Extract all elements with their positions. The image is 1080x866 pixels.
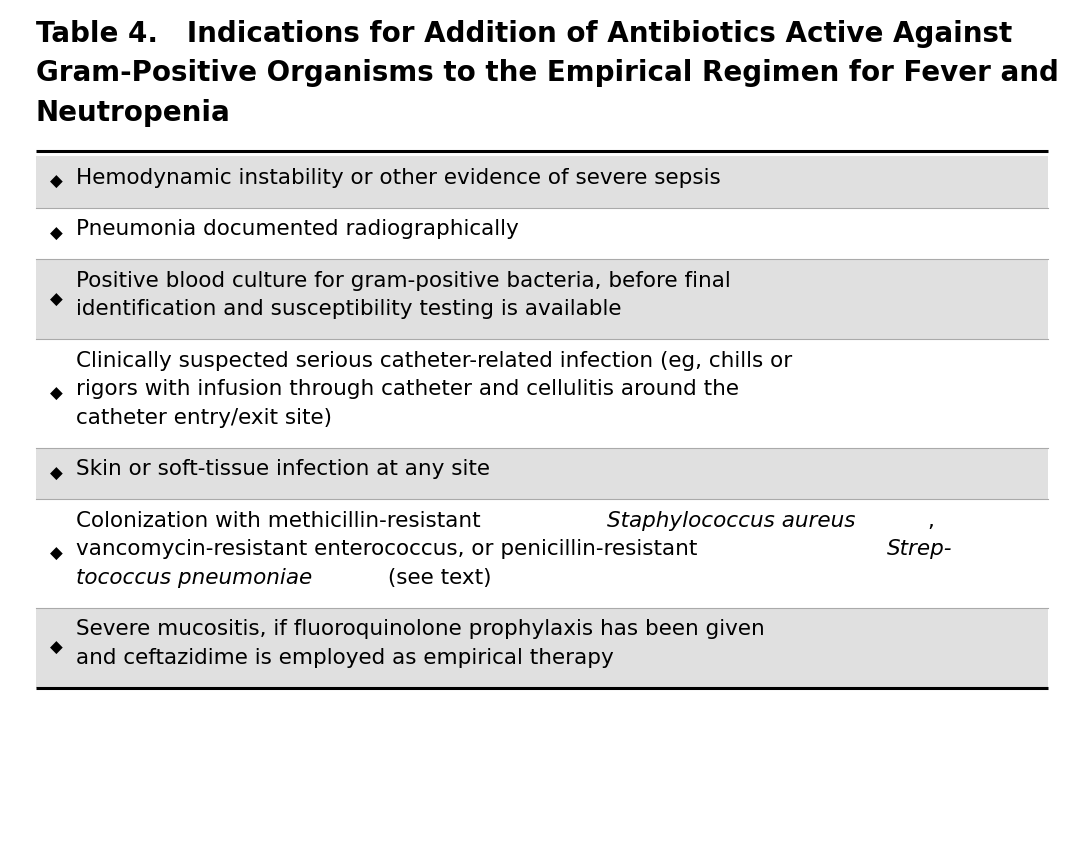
Text: Skin or soft-tissue infection at any site: Skin or soft-tissue infection at any sit… xyxy=(76,460,490,480)
Text: ◆: ◆ xyxy=(50,545,63,563)
Text: Clinically suspected serious catheter-related infection (eg, chills or: Clinically suspected serious catheter-re… xyxy=(76,351,793,371)
Text: rigors with infusion through catheter and cellulitis around the: rigors with infusion through catheter an… xyxy=(76,379,739,399)
Text: tococcus pneumoniae: tococcus pneumoniae xyxy=(76,568,312,588)
Text: Table 4.   Indications for Addition of Antibiotics Active Against: Table 4. Indications for Addition of Ant… xyxy=(36,20,1012,48)
Text: vancomycin-resistant enterococcus, or penicillin-resistant: vancomycin-resistant enterococcus, or pe… xyxy=(76,540,704,559)
Text: Gram-Positive Organisms to the Empirical Regimen for Fever and: Gram-Positive Organisms to the Empirical… xyxy=(36,60,1058,87)
Text: ◆: ◆ xyxy=(50,465,63,482)
Bar xyxy=(36,260,1048,339)
Text: Colonization with methicillin-resistant: Colonization with methicillin-resistant xyxy=(76,511,487,531)
Text: (see text): (see text) xyxy=(381,568,491,588)
Text: Neutropenia: Neutropenia xyxy=(36,99,231,127)
Text: Pneumonia documented radiographically: Pneumonia documented radiographically xyxy=(76,219,518,240)
Text: Strep-: Strep- xyxy=(887,540,953,559)
Bar xyxy=(36,608,1048,688)
Text: ◆: ◆ xyxy=(50,639,63,657)
Text: ◆: ◆ xyxy=(50,290,63,308)
Text: Hemodynamic instability or other evidence of severe sepsis: Hemodynamic instability or other evidenc… xyxy=(76,168,720,188)
Text: Staphylococcus aureus: Staphylococcus aureus xyxy=(607,511,855,531)
Text: catheter entry/exit site): catheter entry/exit site) xyxy=(76,408,332,428)
Text: identification and susceptibility testing is available: identification and susceptibility testin… xyxy=(76,300,621,320)
Text: ◆: ◆ xyxy=(50,225,63,242)
Text: ,: , xyxy=(928,511,934,531)
Text: ◆: ◆ xyxy=(50,173,63,191)
Bar xyxy=(36,157,1048,208)
Bar xyxy=(36,448,1048,500)
Text: ◆: ◆ xyxy=(50,385,63,403)
Text: Severe mucositis, if fluoroquinolone prophylaxis has been given: Severe mucositis, if fluoroquinolone pro… xyxy=(76,619,765,639)
Text: Positive blood culture for gram-positive bacteria, before final: Positive blood culture for gram-positive… xyxy=(76,271,731,291)
Text: and ceftazidime is employed as empirical therapy: and ceftazidime is employed as empirical… xyxy=(76,648,613,668)
